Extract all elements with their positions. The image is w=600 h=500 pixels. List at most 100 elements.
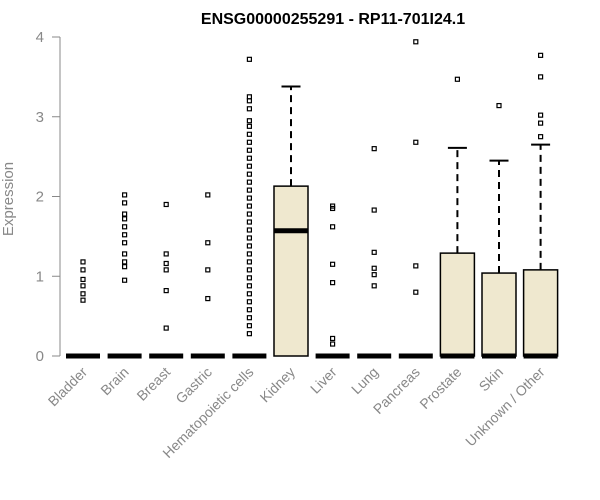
outlier-point bbox=[246, 203, 252, 209]
outlier-point bbox=[121, 192, 128, 198]
outlier-point bbox=[246, 118, 252, 124]
outlier-point bbox=[246, 106, 252, 112]
outlier-point bbox=[246, 227, 252, 233]
outlier-point bbox=[413, 139, 419, 145]
outlier-point bbox=[121, 224, 128, 230]
outlier-point bbox=[537, 134, 544, 140]
outlier-point bbox=[496, 102, 502, 109]
outlier-point bbox=[80, 276, 86, 283]
outlier-point bbox=[246, 235, 252, 241]
outlier-point bbox=[121, 232, 128, 238]
outlier-point bbox=[246, 283, 252, 289]
outlier-point bbox=[537, 112, 544, 118]
outlier-point bbox=[246, 259, 252, 265]
outlier-point bbox=[121, 200, 128, 206]
x-tick-label: Unknown / Other bbox=[462, 364, 548, 450]
outlier-point bbox=[163, 267, 169, 273]
outlier-point bbox=[246, 131, 252, 137]
box-6 bbox=[315, 203, 350, 359]
box-5 bbox=[273, 85, 309, 357]
x-tick-label: Skin bbox=[476, 364, 507, 395]
outlier-point bbox=[246, 147, 252, 153]
outlier-point bbox=[163, 251, 169, 257]
box-2 bbox=[149, 201, 184, 359]
outlier-point bbox=[371, 249, 377, 255]
outlier-point bbox=[454, 76, 460, 82]
outlier-point bbox=[205, 192, 211, 198]
outlier-point bbox=[80, 267, 86, 273]
y-tick-label: 4 bbox=[36, 29, 44, 46]
iqr-box bbox=[481, 272, 517, 357]
box-0 bbox=[66, 259, 100, 359]
outlier-point bbox=[246, 243, 252, 249]
y-tick-label: 0 bbox=[36, 348, 44, 365]
outlier-point bbox=[205, 295, 211, 302]
box-11 bbox=[522, 52, 559, 359]
outlier-point bbox=[121, 264, 128, 270]
outlier-point bbox=[246, 315, 252, 321]
box-3 bbox=[190, 192, 225, 359]
iqr-box bbox=[439, 252, 476, 357]
y-tick-label: 1 bbox=[36, 268, 44, 285]
outlier-point bbox=[246, 139, 252, 145]
outlier-point bbox=[121, 211, 128, 217]
y-tick-label: 3 bbox=[36, 109, 44, 126]
outlier-point bbox=[246, 219, 252, 225]
outlier-point bbox=[163, 201, 169, 208]
outlier-point bbox=[413, 263, 419, 269]
outlier-point bbox=[246, 323, 252, 329]
outlier-point bbox=[330, 341, 336, 347]
outlier-point bbox=[80, 259, 86, 265]
outlier-point bbox=[371, 146, 377, 152]
outlier-point bbox=[246, 307, 252, 313]
outlier-point bbox=[246, 56, 252, 62]
outlier-point bbox=[330, 335, 336, 342]
outlier-point bbox=[205, 240, 211, 246]
outlier-point bbox=[80, 297, 86, 303]
outlier-point bbox=[121, 251, 128, 257]
outlier-point bbox=[121, 259, 128, 265]
outlier-point bbox=[246, 275, 252, 281]
outlier-point bbox=[205, 267, 211, 273]
outlier-point bbox=[330, 224, 336, 230]
outlier-point bbox=[80, 291, 86, 297]
outlier-point bbox=[246, 155, 252, 161]
outlier-point bbox=[330, 203, 336, 209]
y-tick-label: 2 bbox=[36, 189, 44, 206]
outlier-point bbox=[246, 171, 252, 177]
outlier-point bbox=[413, 39, 419, 45]
box-group bbox=[66, 39, 559, 359]
outlier-point bbox=[537, 52, 544, 58]
x-tick-label: Lung bbox=[348, 364, 381, 397]
iqr-box bbox=[522, 269, 559, 357]
outlier-point bbox=[330, 261, 336, 267]
iqr-box bbox=[273, 185, 309, 357]
outlier-point bbox=[246, 211, 252, 217]
outlier-point bbox=[121, 240, 128, 246]
outlier-point bbox=[371, 272, 377, 278]
x-tick-label: Breast bbox=[133, 364, 173, 404]
outlier-point bbox=[246, 94, 252, 100]
box-8 bbox=[398, 39, 433, 359]
chart-title: ENSG00000255291 - RP11-701I24.1 bbox=[201, 11, 465, 28]
box-9 bbox=[439, 76, 476, 359]
x-tick-label: Brain bbox=[97, 364, 131, 398]
outlier-point bbox=[163, 325, 169, 331]
x-tick-label: Bladder bbox=[45, 364, 91, 410]
outlier-point bbox=[413, 289, 419, 295]
outlier-point bbox=[246, 123, 252, 129]
y-axis: 0 1 2 3 4 bbox=[36, 29, 61, 365]
outlier-point bbox=[163, 260, 169, 267]
box-10 bbox=[481, 102, 517, 359]
outlier-point bbox=[121, 216, 128, 222]
outlier-point bbox=[246, 163, 252, 169]
outlier-point bbox=[246, 187, 252, 193]
outlier-point bbox=[246, 195, 252, 201]
outlier-point bbox=[537, 120, 544, 126]
outlier-point bbox=[121, 277, 128, 283]
outlier-point bbox=[537, 74, 544, 80]
outlier-point bbox=[371, 265, 377, 271]
outlier-point bbox=[246, 291, 252, 297]
outlier-point bbox=[246, 299, 252, 305]
